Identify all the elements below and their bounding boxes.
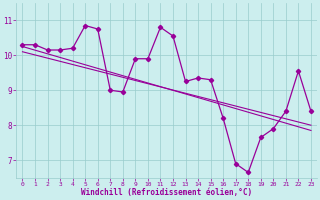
X-axis label: Windchill (Refroidissement éolien,°C): Windchill (Refroidissement éolien,°C): [81, 188, 252, 197]
